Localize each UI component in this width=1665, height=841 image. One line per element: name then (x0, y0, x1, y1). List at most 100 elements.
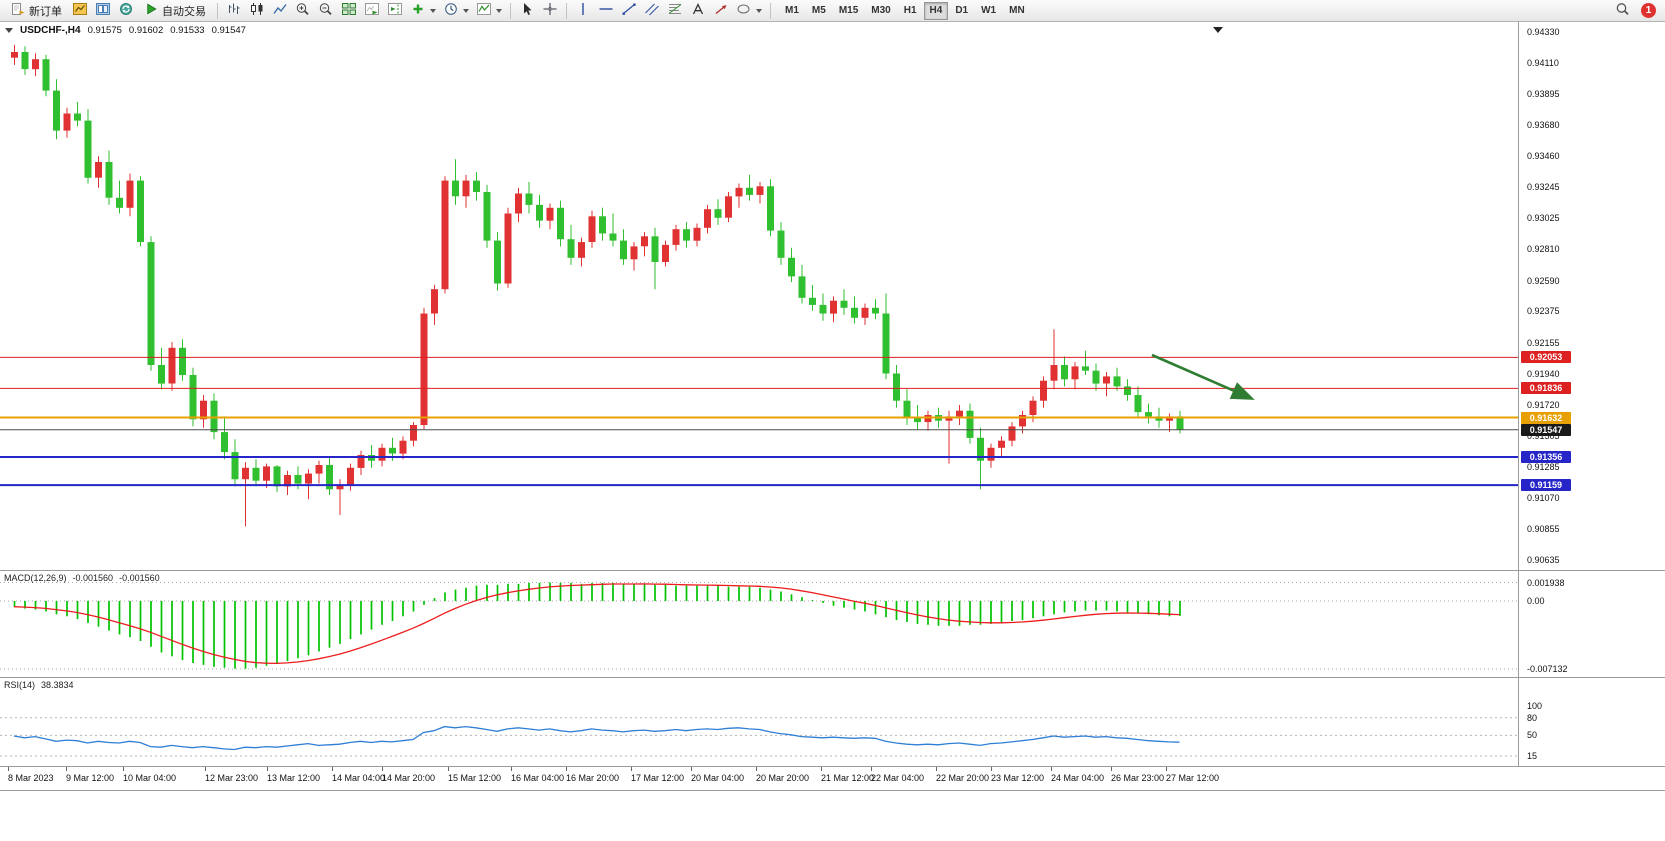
main-chart-canvas[interactable] (0, 22, 1518, 570)
time-axis-label: 15 Mar 12:00 (448, 773, 502, 783)
new-order-button[interactable]: 新订单 (4, 1, 68, 20)
timeframe-h1-button[interactable]: H1 (898, 2, 923, 20)
candlestick-chart-button[interactable] (246, 1, 268, 20)
timeframe-h4-button[interactable]: H4 (923, 1, 949, 20)
time-axis-label: 22 Mar 04:00 (871, 773, 925, 783)
new-order-icon (10, 2, 26, 19)
auto-scroll-button[interactable] (361, 1, 383, 20)
chart-high-value: 0.91602 (128, 25, 164, 36)
notification-badge[interactable]: 1 (1641, 3, 1656, 18)
bar-chart-button[interactable] (223, 1, 245, 20)
price-tick: 0.93460 (1527, 151, 1560, 162)
macd-canvas[interactable] (0, 571, 1518, 677)
chart-shift-marker[interactable] (1213, 27, 1223, 33)
price-tick: 0.91720 (1527, 399, 1560, 410)
time-axis-tick (936, 767, 937, 771)
macd-label-row: MACD(12,26,9) -0.001560 -0.001560 (4, 573, 160, 583)
market-watch-button[interactable] (92, 1, 114, 20)
time-axis-tick (871, 767, 872, 771)
time-axis-tick (511, 767, 512, 771)
main-price-scale[interactable]: 0.94330 0.94110 0.93895 0.93680 0.93460 0.932… (1518, 22, 1665, 570)
fibonacci-button[interactable] (664, 1, 686, 20)
time-axis-label: 21 Mar 12:00 (821, 773, 875, 783)
play-icon (144, 2, 159, 19)
price-level-tag: 0.91632 (1521, 411, 1571, 424)
toolbar-separator (566, 2, 567, 19)
time-axis[interactable]: 8 Mar 2023 9 Mar 12:00 10 Mar 04:00 12 Mar … (0, 767, 1665, 791)
chart-shift-button[interactable] (384, 1, 406, 20)
price-tick: 0.92155 (1527, 337, 1560, 348)
main-toolbar: 新订单 自动交易 M1 M5 M15 M30 H1 H4 D1 W1 MN 1 (0, 0, 1665, 22)
search-icon (1615, 2, 1631, 19)
trendline-button[interactable] (618, 1, 640, 20)
line-chart-button[interactable] (269, 1, 291, 20)
trendline-icon (621, 2, 637, 19)
price-tick: 0.92590 (1527, 275, 1560, 286)
fibonacci-icon (667, 2, 683, 19)
timeframe-m15-button[interactable]: M15 (833, 2, 864, 20)
rsi-indicator-name: RSI(14) (4, 680, 36, 690)
channel-button[interactable] (641, 1, 663, 20)
chevron-down-icon (496, 8, 502, 13)
timeframe-mn-button[interactable]: MN (1003, 2, 1031, 20)
zoom-in-button[interactable] (292, 1, 314, 20)
chart-collapse-caret[interactable] (5, 28, 13, 33)
tile-windows-icon (341, 2, 357, 19)
time-axis-label: 16 Mar 20:00 (566, 773, 620, 783)
auto-trading-button[interactable]: 自动交易 (138, 1, 212, 20)
macd-scale-tick: 0.00 (1527, 596, 1545, 606)
horizontal-line-icon (598, 2, 614, 19)
rsi-scale[interactable]: 100 80 50 15 (1518, 678, 1665, 766)
charts-window-button[interactable] (69, 1, 91, 20)
tile-windows-button[interactable] (338, 1, 360, 20)
chart-close-value: 0.91547 (211, 25, 246, 36)
rsi-scale-tick: 80 (1527, 712, 1538, 723)
vertical-line-icon (575, 2, 591, 19)
price-tick: 0.90635 (1527, 555, 1560, 565)
candlestick-icon (249, 2, 265, 19)
time-axis-tick (1166, 767, 1167, 771)
toolbar-right: 1 (1612, 1, 1661, 20)
time-axis-tick (566, 767, 567, 771)
time-axis-label: 24 Mar 04:00 (1051, 773, 1105, 783)
time-axis-tick (267, 767, 268, 771)
crosshair-button[interactable] (539, 1, 561, 20)
shapes-icon (736, 2, 752, 19)
cursor-button[interactable] (516, 1, 538, 20)
arrow-tool-button[interactable] (710, 1, 732, 20)
time-axis-label: 12 Mar 23:00 (205, 773, 259, 783)
toolbar-separator (770, 2, 771, 19)
macd-scale-tick: -0.007132 (1527, 663, 1568, 674)
charts-icon (72, 2, 88, 19)
timeframe-m30-button[interactable]: M30 (865, 2, 896, 20)
time-axis-label: 22 Mar 20:00 (936, 773, 990, 783)
chart-open-value: 0.91575 (87, 25, 122, 36)
arrow-icon (713, 2, 729, 19)
indicators-button[interactable] (407, 1, 439, 20)
price-level-tag: 0.91836 (1521, 382, 1571, 395)
timeframe-m1-button[interactable]: M1 (779, 2, 805, 20)
rsi-canvas[interactable] (0, 678, 1518, 766)
vertical-line-button[interactable] (572, 1, 594, 20)
price-tick: 0.91940 (1527, 368, 1560, 379)
timeframe-d1-button[interactable]: D1 (949, 2, 974, 20)
time-axis-label: 20 Mar 04:00 (691, 773, 745, 783)
timeframe-m5-button[interactable]: M5 (806, 2, 832, 20)
refresh-button[interactable] (115, 1, 137, 20)
zoom-in-icon (295, 2, 311, 19)
time-axis-label: 17 Mar 12:00 (631, 773, 685, 783)
text-icon (690, 2, 706, 19)
templates-button[interactable] (473, 1, 505, 20)
shapes-button[interactable] (733, 1, 765, 20)
macd-signal-value: -0.001560 (119, 573, 160, 583)
text-label-button[interactable] (687, 1, 709, 20)
time-axis-label: 10 Mar 04:00 (123, 773, 177, 783)
time-axis-label: 26 Mar 23:00 (1111, 773, 1165, 783)
search-button[interactable] (1612, 1, 1634, 20)
periods-button[interactable] (440, 1, 472, 20)
horizontal-line-button[interactable] (595, 1, 617, 20)
zoom-out-button[interactable] (315, 1, 337, 20)
timeframe-w1-button[interactable]: W1 (975, 2, 1002, 20)
macd-scale[interactable]: 0.001938 0.00 -0.007132 (1518, 571, 1665, 677)
bottom-spacer (0, 791, 1665, 841)
